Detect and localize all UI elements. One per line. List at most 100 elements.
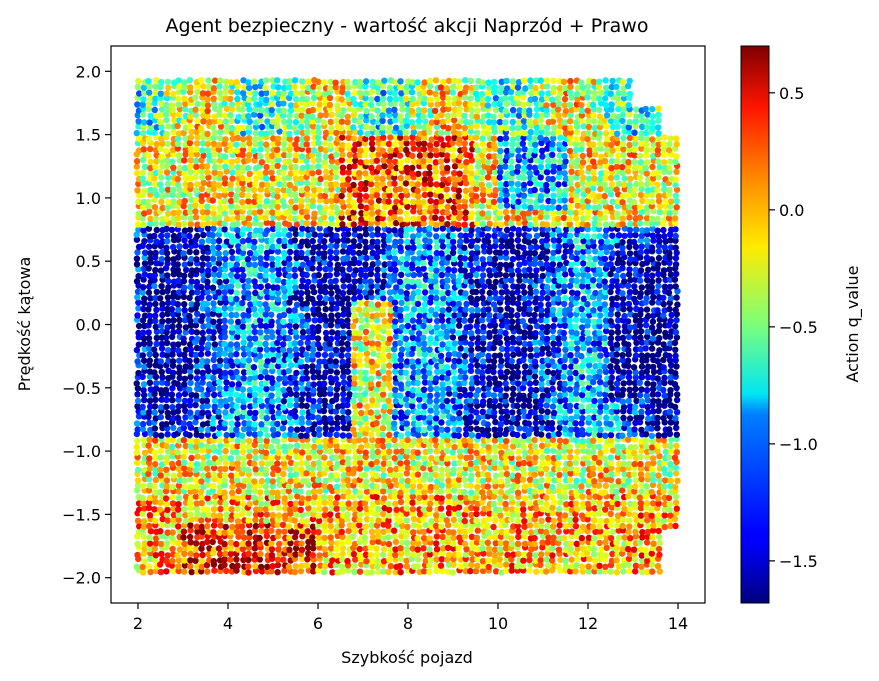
scatter-point — [187, 220, 194, 228]
scatter-point — [228, 238, 236, 245]
scatter-point — [269, 209, 276, 216]
scatter-point — [294, 442, 301, 449]
scatter-point — [279, 425, 287, 432]
scatter-point — [309, 284, 316, 291]
scatter-point — [152, 220, 159, 227]
scatter-point — [163, 500, 170, 508]
scatter-point — [152, 77, 160, 84]
scatter-point — [444, 164, 451, 172]
scatter-point — [194, 221, 201, 228]
scatter-point — [367, 409, 374, 416]
scatter-point — [170, 472, 177, 479]
scatter-point — [280, 249, 288, 257]
scatter-point — [468, 489, 475, 496]
scatter-point — [223, 379, 230, 386]
scatter-point — [444, 209, 451, 216]
scatter-point — [379, 289, 386, 296]
scatter-point — [321, 312, 328, 320]
scatter-point — [228, 381, 236, 388]
scatter-point — [268, 169, 275, 176]
scatter-point — [468, 561, 475, 569]
scatter-point — [239, 304, 246, 312]
scatter-point — [303, 220, 310, 227]
scatter-point — [187, 168, 194, 176]
scatter-point — [321, 415, 328, 422]
scatter-point — [134, 482, 142, 489]
scatter-point — [387, 147, 394, 154]
scatter-point — [246, 453, 253, 460]
scatter-point — [445, 266, 452, 273]
scatter-point — [268, 527, 275, 534]
scatter-point — [456, 409, 463, 417]
scatter-point — [408, 119, 416, 126]
scatter-point — [426, 312, 433, 319]
scatter-point — [221, 272, 228, 280]
scatter-point — [314, 306, 322, 313]
scatter-point — [263, 517, 270, 524]
scatter-point — [235, 533, 242, 540]
scatter-point — [310, 192, 317, 199]
scatter-point — [170, 317, 177, 324]
scatter-point — [450, 561, 457, 568]
scatter-point — [239, 175, 246, 182]
scatter-point — [158, 78, 165, 86]
scatter-point — [291, 124, 298, 132]
scatter-point — [428, 518, 435, 525]
scatter-point — [146, 89, 153, 96]
scatter-point — [174, 261, 181, 268]
scatter-point — [303, 96, 311, 103]
scatter-point — [158, 368, 165, 376]
scatter-point — [186, 357, 193, 365]
scatter-point — [444, 152, 451, 159]
scatter-point — [268, 443, 275, 451]
scatter-point — [317, 112, 324, 119]
scatter-point — [333, 505, 340, 512]
scatter-point — [438, 419, 445, 426]
scatter-point — [174, 506, 182, 513]
scatter-point — [239, 230, 246, 238]
scatter-point — [356, 170, 363, 177]
scatter-point — [246, 522, 253, 529]
scatter-point — [217, 299, 224, 306]
scatter-point — [402, 135, 410, 142]
scatter-point — [274, 438, 281, 445]
scatter-point — [234, 333, 241, 341]
scatter-point — [420, 426, 428, 434]
scatter-point — [182, 266, 190, 274]
scatter-point — [391, 227, 398, 234]
scatter-point — [437, 562, 445, 569]
scatter-point — [234, 214, 242, 221]
scatter-point — [397, 78, 404, 85]
scatter-point — [174, 254, 182, 261]
scatter-point — [233, 556, 240, 563]
scatter-point — [409, 358, 416, 365]
scatter-point — [210, 318, 217, 325]
scatter-point — [456, 105, 463, 113]
scatter-point — [228, 472, 235, 479]
scatter-point — [392, 538, 400, 546]
scatter-point — [338, 528, 345, 536]
scatter-point — [163, 454, 171, 461]
scatter-point — [262, 483, 270, 490]
scatter-point — [351, 414, 358, 421]
scatter-point — [321, 512, 328, 519]
scatter-point — [194, 134, 201, 141]
scatter-point — [246, 409, 254, 417]
scatter-point — [397, 460, 404, 467]
scatter-point — [210, 185, 217, 193]
scatter-point — [211, 169, 218, 176]
scatter-point — [251, 305, 258, 313]
scatter-point — [398, 299, 405, 306]
scatter-point — [192, 242, 199, 249]
scatter-point — [175, 465, 183, 473]
scatter-point — [328, 426, 335, 433]
scatter-point — [320, 79, 328, 86]
scatter-point — [352, 500, 359, 507]
scatter-point — [246, 529, 253, 536]
scatter-point — [192, 157, 200, 165]
scatter-point — [357, 203, 365, 210]
scatter-point — [450, 363, 458, 370]
scatter-point — [350, 533, 357, 540]
scatter-point — [152, 552, 159, 559]
scatter-point — [187, 283, 194, 291]
